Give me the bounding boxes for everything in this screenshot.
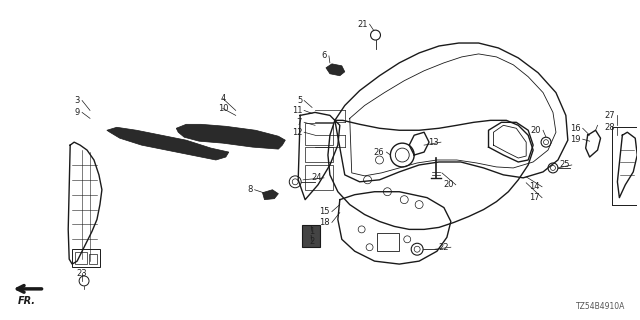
Text: 4: 4 xyxy=(220,94,225,103)
Text: 3: 3 xyxy=(75,96,80,105)
Bar xyxy=(72,249,100,267)
Text: 12: 12 xyxy=(292,128,302,137)
Text: 8: 8 xyxy=(247,185,253,194)
Text: 22: 22 xyxy=(438,243,449,252)
Text: 18: 18 xyxy=(319,218,330,227)
Polygon shape xyxy=(326,64,345,76)
Polygon shape xyxy=(107,127,228,160)
Bar xyxy=(305,165,333,190)
Text: 19: 19 xyxy=(570,135,580,144)
Bar xyxy=(305,123,333,145)
Text: 25: 25 xyxy=(559,160,570,170)
Text: 16: 16 xyxy=(570,124,580,133)
Text: 28: 28 xyxy=(605,123,616,132)
Bar xyxy=(612,127,640,204)
Text: 5: 5 xyxy=(297,96,302,105)
Text: 10: 10 xyxy=(218,104,228,113)
Text: FR.: FR. xyxy=(17,296,36,306)
Text: 23: 23 xyxy=(77,268,88,277)
Bar xyxy=(378,233,399,251)
Bar xyxy=(302,225,320,247)
Text: 6: 6 xyxy=(321,52,327,60)
Text: 24: 24 xyxy=(312,173,322,182)
Text: 21: 21 xyxy=(357,20,367,29)
Text: 17: 17 xyxy=(529,193,540,202)
Text: 26: 26 xyxy=(374,148,385,156)
Text: 1: 1 xyxy=(310,227,315,236)
Bar xyxy=(89,254,97,264)
Text: 13: 13 xyxy=(428,138,439,147)
Bar xyxy=(305,147,333,162)
Polygon shape xyxy=(176,124,285,149)
Text: 7: 7 xyxy=(297,118,302,127)
Text: TZ54B4910A: TZ54B4910A xyxy=(576,302,625,311)
Text: 15: 15 xyxy=(319,207,330,216)
Text: 20: 20 xyxy=(531,126,541,135)
Text: 2: 2 xyxy=(310,237,315,246)
Polygon shape xyxy=(262,190,278,200)
Text: 14: 14 xyxy=(529,182,540,191)
Text: 9: 9 xyxy=(75,108,80,117)
Text: 11: 11 xyxy=(292,106,302,115)
Text: 27: 27 xyxy=(605,111,616,120)
Bar xyxy=(75,252,87,264)
Text: 20: 20 xyxy=(444,180,454,189)
